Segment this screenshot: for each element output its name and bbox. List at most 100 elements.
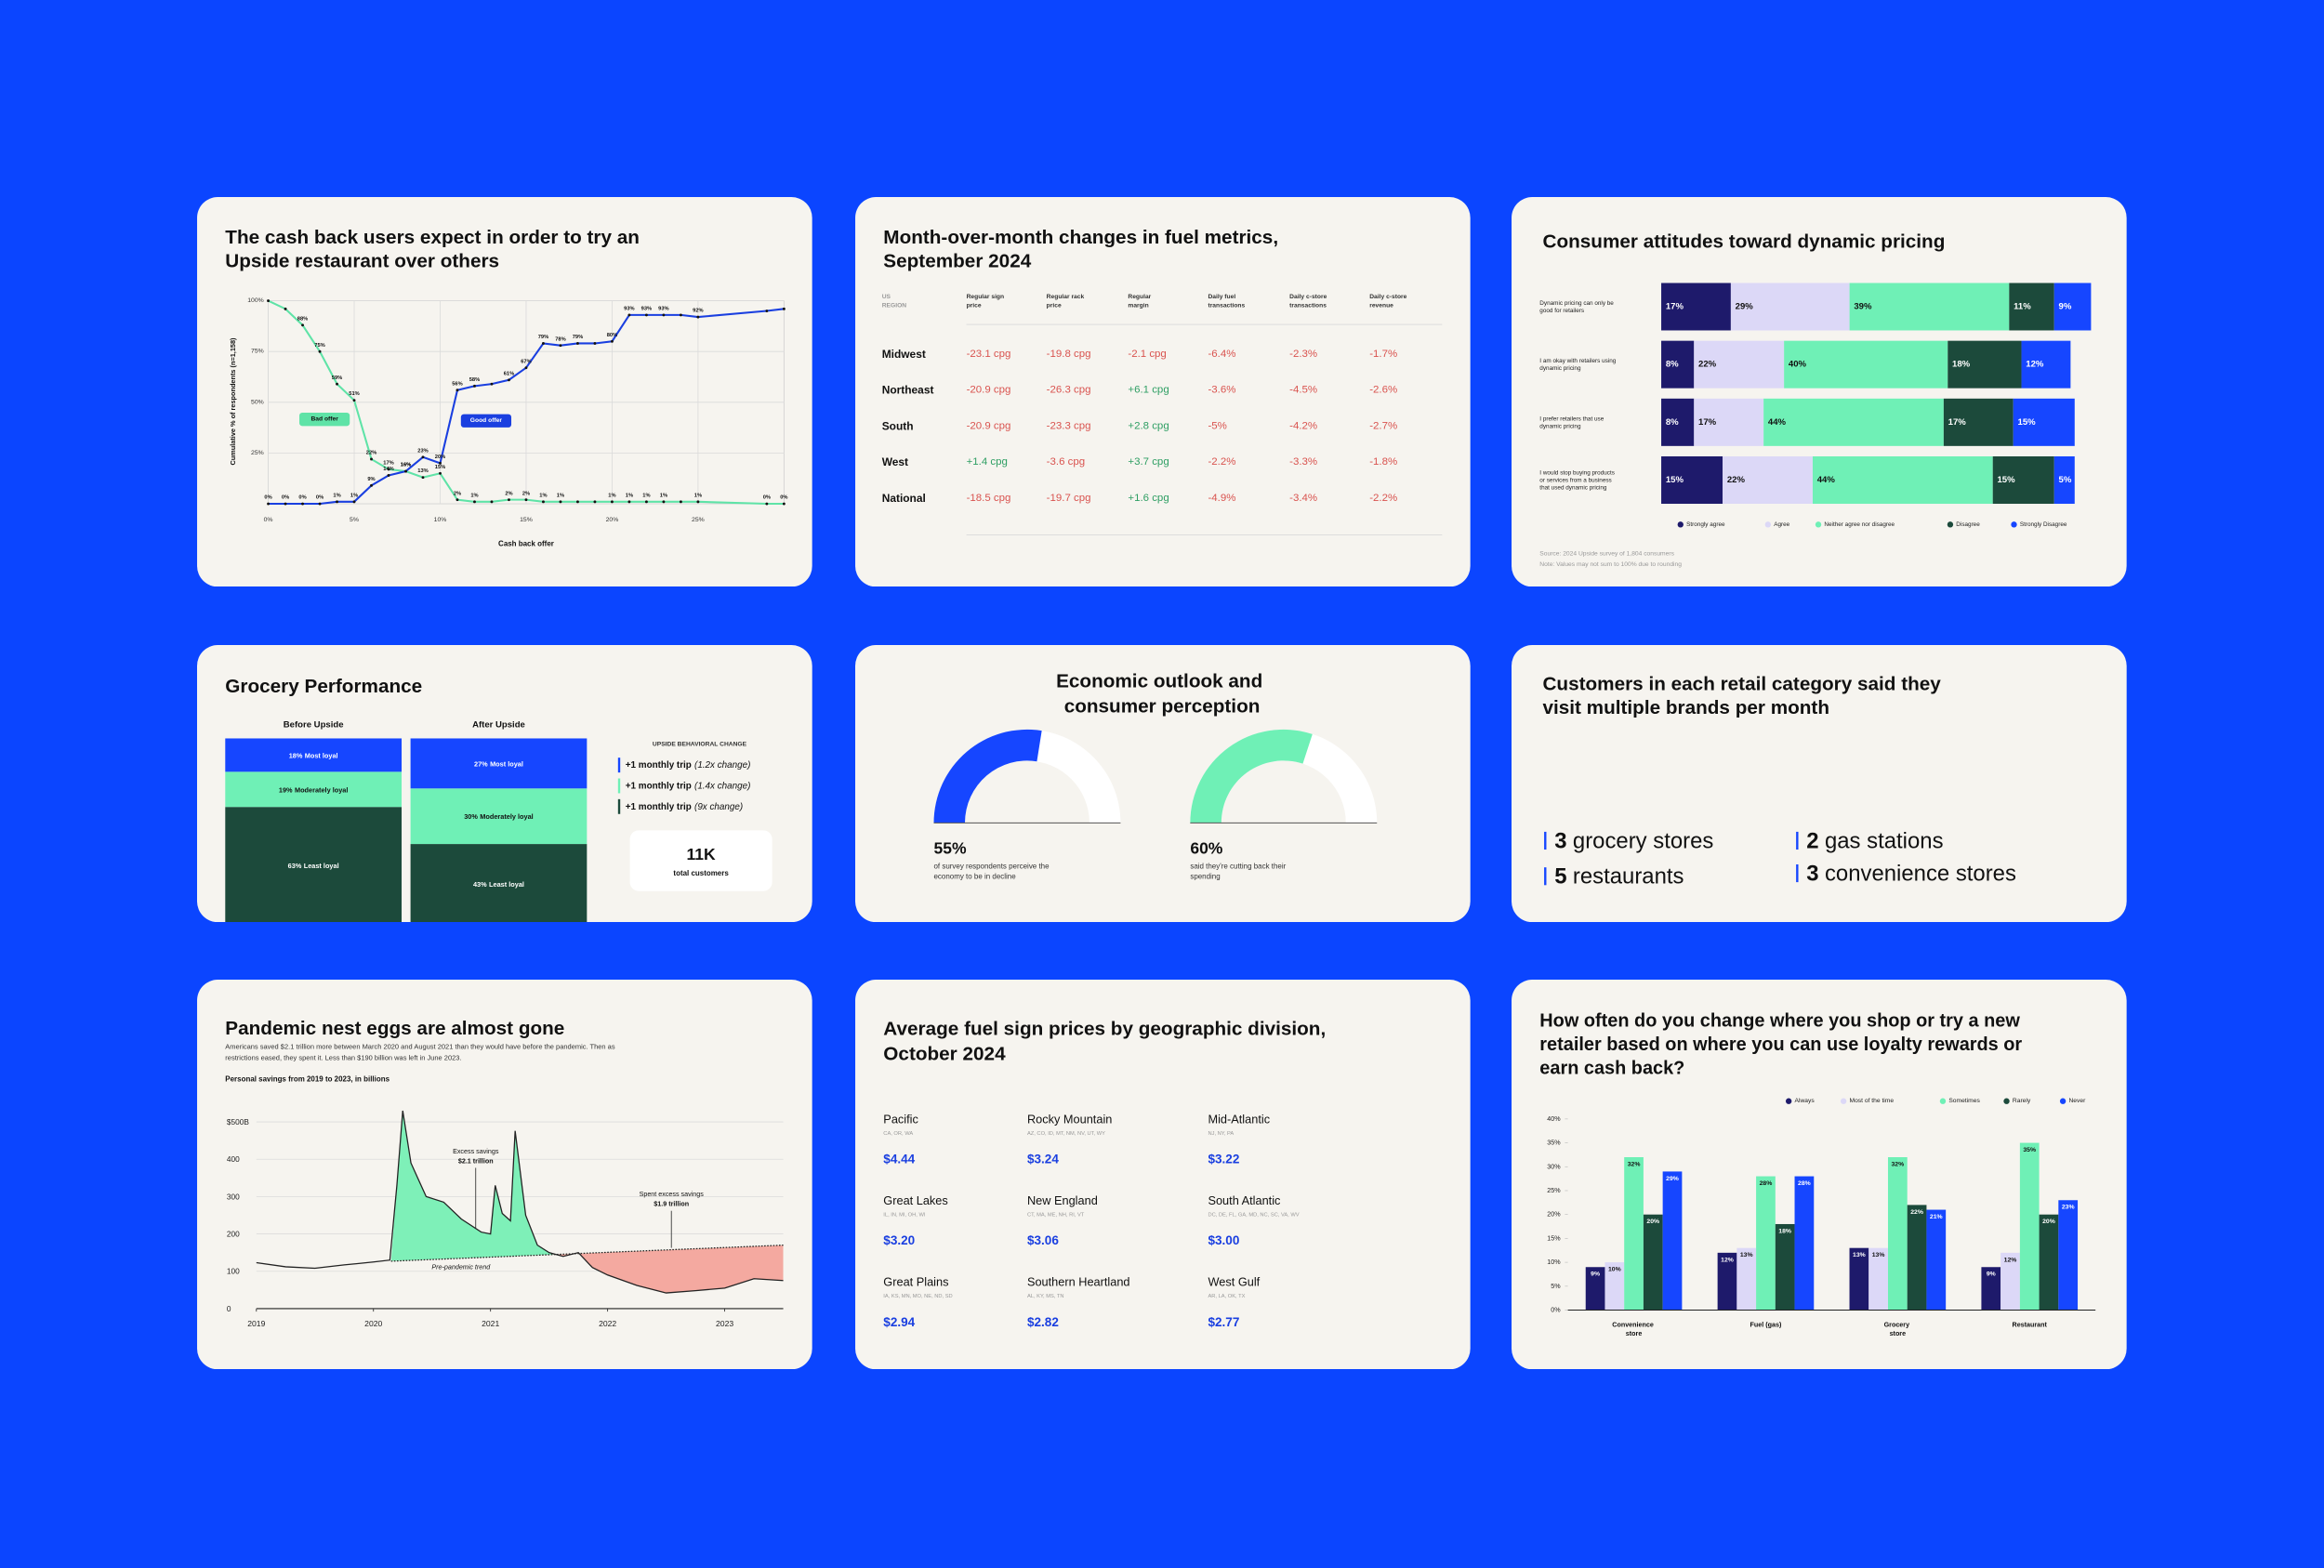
card-content: Month-over-month changes in fuel metrics… (882, 227, 1443, 536)
data-label: 61% (504, 371, 514, 376)
data-point (336, 382, 339, 386)
division-states: NJ, NY, PA (1208, 1131, 1234, 1137)
card-title: Customers in each retail category said t… (1543, 673, 1947, 718)
division-states: CT, MA, ME, NH, RI, VT (1027, 1212, 1085, 1218)
y-tick-label: $500B (227, 1117, 249, 1127)
data-point (267, 299, 271, 303)
category-label: I would stop buying products or services… (1540, 469, 1617, 491)
y-tick-label: 50% (251, 399, 264, 405)
data-label: 1% (557, 494, 564, 499)
bar (1981, 1267, 2001, 1311)
change-note: (9x change) (694, 801, 743, 811)
text-line: October 2024 (883, 1043, 1006, 1064)
data-label: 59% (332, 376, 342, 381)
table-cell: -1.7% (1369, 349, 1397, 360)
data-label: 1% (694, 494, 702, 499)
legend-label: Never (2069, 1098, 2087, 1104)
segment-name: Least loyal (304, 861, 339, 869)
text-line: US (882, 293, 892, 299)
data-label: 15% (1998, 475, 2016, 485)
data-label: 92% (693, 309, 703, 314)
bar-segment (1661, 456, 1723, 505)
stat-marker (1544, 866, 1547, 885)
data-label: 75% (314, 343, 324, 349)
data-label: 29% (1736, 302, 1754, 312)
division-name: South Atlantic (1208, 1193, 1281, 1207)
division-name: West Gulf (1208, 1275, 1260, 1289)
bar-segment (2021, 340, 2071, 389)
legend-swatch (1940, 1098, 1947, 1104)
bar-segment (2014, 398, 2076, 446)
data-point (508, 378, 510, 382)
segment-name: Least loyal (489, 879, 524, 888)
bar-segment (1813, 456, 1994, 505)
table-cell: -18.5 cpg (967, 493, 1011, 504)
text-line: Daily c-store (1369, 293, 1408, 299)
bar-segment (2054, 283, 2092, 331)
y-tick-label: 20% (1548, 1211, 1562, 1219)
y-tick-label: 400 (227, 1154, 240, 1164)
annotation-title: Spent excess savings (640, 1191, 705, 1198)
y-tick-label: 100 (227, 1267, 240, 1276)
text-line: Regular rack (1047, 293, 1086, 299)
y-tick-label: 25% (251, 450, 264, 456)
bar (1776, 1223, 1795, 1311)
card-content: How often do you change where you shop o… (1540, 1011, 2096, 1337)
text-line: price (1047, 302, 1062, 309)
text-line: retailer based on where you can use loya… (1540, 1034, 2027, 1055)
data-label: 44% (1817, 475, 1836, 485)
bar-segment (1661, 340, 1695, 389)
data-label: 44% (1768, 417, 1787, 428)
segment-value: 63% (288, 861, 302, 869)
column-header: After Upside (472, 719, 525, 730)
text-line: September 2024 (883, 250, 1031, 271)
data-label: 2% (522, 491, 530, 496)
division-price: $2.94 (883, 1315, 915, 1329)
y-tick-label: 40% (1548, 1115, 1562, 1123)
data-label: 18% (1952, 360, 1971, 370)
data-label: 29% (1666, 1176, 1679, 1182)
text-line: dynamic pricing (1540, 365, 1582, 372)
table-cell: -3.4% (1289, 493, 1317, 504)
division-states: CA, OR, WA (883, 1131, 913, 1137)
division-price: $3.20 (883, 1233, 915, 1247)
legend-label: Bad offer (311, 416, 339, 423)
stat-value: 3 (1555, 828, 1567, 853)
change-label: +1 monthly trip (626, 781, 692, 791)
text-line: spending (1190, 872, 1220, 880)
annotation-value: $1.9 trillion (654, 1200, 689, 1207)
change-marker (617, 798, 621, 814)
data-label: 12% (2004, 1257, 2017, 1263)
data-label: 80% (607, 333, 617, 338)
text-line: transactions (1208, 302, 1245, 309)
category-label: I prefer retailers that use dynamic pric… (1540, 415, 1606, 429)
legend-label: Rarely (2013, 1098, 2031, 1104)
text-line: Grocery (1884, 1321, 1911, 1328)
stat-value: 3 (1807, 861, 1819, 886)
text-line: consumer perception (1064, 694, 1261, 716)
division-name: Great Plains (883, 1275, 948, 1289)
data-point (680, 500, 682, 504)
data-label: 13% (1853, 1252, 1866, 1258)
data-point (680, 313, 682, 317)
card-content: Average fuel sign prices by geographic d… (883, 1018, 1331, 1329)
bar-segment (1944, 398, 2014, 446)
change-label: +1 monthly trip (626, 759, 692, 770)
card: Pandemic nest eggs are almost gone Americ… (197, 979, 812, 1370)
y-tick-label: 0% (1552, 1306, 1562, 1313)
stat-label: grocery stores (1573, 828, 1714, 853)
data-label: 8% (1666, 417, 1679, 428)
division-name: Rocky Mountain (1027, 1112, 1112, 1126)
card: The cash back users expect in order to t… (197, 197, 812, 587)
text-line: of survey respondents perceive the (934, 862, 1051, 870)
data-point (627, 313, 631, 317)
text-line: economy to be in decline (934, 872, 1017, 880)
data-label: 22% (1727, 475, 1746, 485)
division-name: Southern Heartland (1027, 1275, 1130, 1289)
data-label: 20% (2042, 1219, 2055, 1225)
data-label: 35% (2024, 1147, 2037, 1153)
card: How often do you change where you shop o… (1512, 979, 2127, 1370)
card-background (197, 197, 812, 587)
division-states: AL, KY, MS, TN (1027, 1294, 1064, 1299)
table-cell: -2.2% (1208, 456, 1235, 468)
